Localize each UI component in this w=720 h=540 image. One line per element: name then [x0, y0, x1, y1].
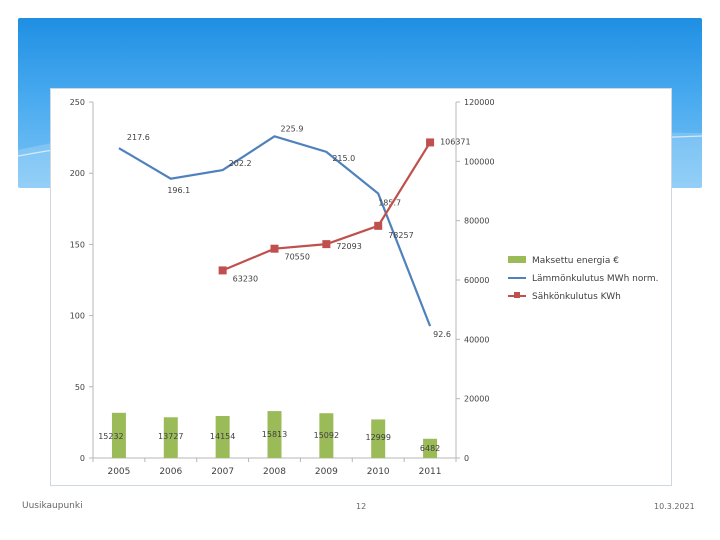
bar-2010 [371, 419, 386, 458]
right-axis-tick-label: 80000 [464, 217, 489, 226]
right-axis-tick-label: 0 [464, 454, 469, 463]
line-heat-data-label: 215.0 [332, 154, 355, 163]
chart-frame: 0 50 100 150 200 250 0 20000 40000 60000 80000 1000… [50, 88, 672, 486]
bar-data-label: 15232 [98, 432, 123, 441]
bar-2011 [423, 438, 438, 458]
left-axis-tick-label: 150 [70, 240, 85, 249]
line-heat-data-label: 92.6 [433, 330, 451, 339]
chart-legend: Maksettu energia € Lämmönkulutus MWh norm… [508, 256, 659, 302]
line-heat-data-label: 185.7 [378, 199, 401, 208]
line-electricity-marker-2011 [426, 138, 435, 147]
line-electricity-data-label: 70550 [285, 253, 310, 262]
left-axis-tick-label: 200 [70, 169, 85, 178]
legend-entry-label: Lämmönkulutus MWh norm. [532, 274, 659, 284]
line-heat-consumption [118, 135, 432, 327]
combo-chart: 0 50 100 150 200 250 0 20000 40000 60000 80000 1000… [70, 98, 659, 477]
right-axis-tick-label: 40000 [464, 335, 489, 344]
bar-2005 [111, 412, 126, 458]
line-electricity-data-label: 72093 [336, 242, 361, 251]
x-axis-tick-label: 2009 [315, 467, 338, 477]
footer-date: 10.3.2021 [654, 502, 695, 511]
bar-data-label: 15092 [314, 431, 339, 440]
left-axis-tick-label: 100 [70, 312, 85, 321]
bar-data-label: 12999 [365, 433, 390, 442]
line-electricity-marker-2007 [218, 266, 227, 275]
right-axis-tick-label: 100000 [464, 157, 495, 166]
bar-2006 [163, 417, 178, 458]
line-electricity-marker-2009 [322, 240, 331, 249]
line-electricity-marker-2010 [374, 221, 383, 230]
bar-data-label: 6482 [420, 444, 440, 453]
line-heat-data-label: 225.9 [281, 124, 304, 133]
x-axis-tick-label: 2005 [107, 467, 130, 477]
legend-line-electricity: Sähkönkulutus KWh [508, 292, 621, 302]
footer-page-number: 12 [356, 502, 367, 511]
legend-entry-label: Maksettu energia € [532, 256, 619, 266]
line-heat-data-label: 202.2 [229, 159, 252, 168]
line-electricity-data-label: 106371 [440, 137, 471, 146]
footer-city: Uusikaupunki [22, 501, 83, 511]
legend-bar-paid-energy: Maksettu energia € [508, 256, 619, 266]
x-axis-tick-label: 2006 [159, 467, 182, 477]
right-axis-tick-label: 120000 [464, 98, 495, 107]
bar-data-label: 15813 [262, 430, 287, 439]
right-axis-tick-label: 60000 [464, 276, 489, 285]
legend-bar-swatch [508, 256, 526, 263]
left-axis-tick-label: 50 [75, 383, 85, 392]
x-axis-tick-label: 2007 [211, 467, 234, 477]
bar-2009 [319, 413, 334, 458]
line-electricity-data-label: 78257 [388, 231, 413, 240]
left-axis-tick-label: 0 [80, 454, 85, 463]
bar-2008 [267, 411, 282, 458]
left-axis-tick-label: 250 [70, 98, 85, 107]
x-axis-tick-label: 2011 [419, 467, 442, 477]
x-axis-tick-label: 2008 [263, 467, 286, 477]
line-heat-data-label: 217.6 [127, 133, 150, 142]
legend-line-heat: Lämmönkulutus MWh norm. [508, 274, 659, 284]
legend-marker-swatch [514, 292, 520, 298]
x-axis-tick-label: 2010 [367, 467, 390, 477]
bar-data-label: 14154 [210, 432, 235, 441]
line-electricity-data-label: 63230 [233, 274, 258, 283]
line-electricity-marker-2008 [270, 244, 279, 253]
legend-entry-label: Sähkönkulutus KWh [532, 292, 621, 302]
line-heat-data-label: 196.1 [167, 186, 190, 195]
bar-data-label: 13727 [158, 432, 183, 441]
bar-2007 [215, 416, 230, 458]
right-axis-tick-label: 20000 [464, 395, 489, 404]
